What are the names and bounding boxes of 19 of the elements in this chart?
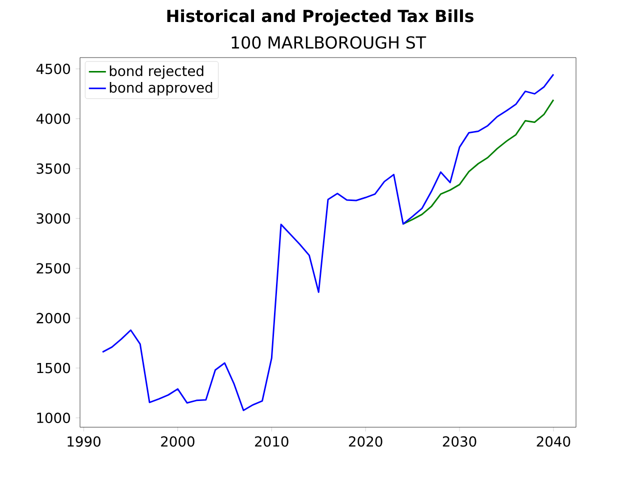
legend-label: bond approved <box>110 82 212 96</box>
x-tick-label: 1990 <box>68 436 100 447</box>
y-tick-label: 1000 <box>37 412 70 424</box>
x-tick-label: 2020 <box>348 436 382 447</box>
line-series <box>402 99 554 225</box>
x-tick-label: 2030 <box>442 436 476 447</box>
x-tick-label: 2010 <box>255 436 288 447</box>
legend-label: bond rejected <box>110 65 204 79</box>
y-tick-label: 2000 <box>36 312 70 324</box>
y-tick-label: 4500 <box>36 64 70 74</box>
y-tick-label: 3000 <box>36 213 70 224</box>
x-tick-label: 2040 <box>536 436 570 447</box>
x-tick-label: 2000 <box>161 436 194 447</box>
y-tick-label: 4000 <box>36 114 70 124</box>
chart-title: Historical and Projected Tax Bills <box>167 9 474 26</box>
chart-subtitle: 100 MARLBOROUGH ST <box>232 36 426 49</box>
y-tick-label: 2500 <box>36 263 70 274</box>
y-tick-label: 1500 <box>37 362 70 374</box>
y-tick-label: 3500 <box>36 163 70 174</box>
